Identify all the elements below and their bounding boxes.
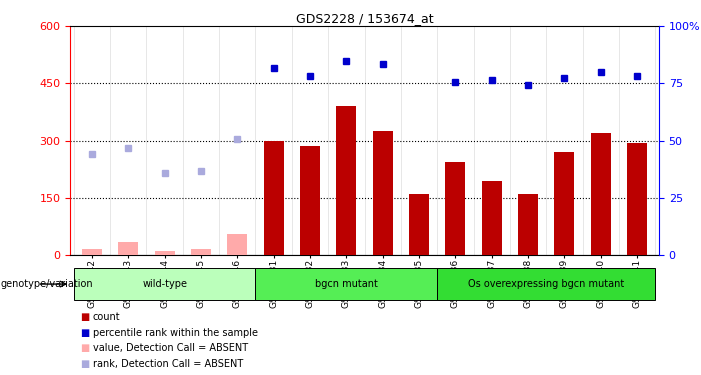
Bar: [437, 268, 655, 300]
Text: ■: ■: [81, 344, 90, 353]
Bar: [255, 268, 437, 300]
Bar: [445, 162, 465, 255]
Bar: [627, 142, 647, 255]
Bar: [373, 131, 393, 255]
Bar: [227, 234, 247, 255]
Bar: [82, 249, 102, 255]
Bar: [409, 194, 429, 255]
Text: rank, Detection Call = ABSENT: rank, Detection Call = ABSENT: [93, 359, 243, 369]
Bar: [264, 141, 284, 255]
Text: ■: ■: [81, 328, 90, 338]
Text: genotype/variation: genotype/variation: [1, 279, 93, 289]
Bar: [300, 146, 320, 255]
Bar: [482, 181, 502, 255]
Title: GDS2228 / 153674_at: GDS2228 / 153674_at: [296, 12, 433, 25]
Text: wild-type: wild-type: [142, 279, 187, 289]
Bar: [118, 242, 138, 255]
Text: count: count: [93, 312, 120, 322]
Text: bgcn mutant: bgcn mutant: [315, 279, 378, 289]
Text: ■: ■: [81, 359, 90, 369]
Text: Os overexpressing bgcn mutant: Os overexpressing bgcn mutant: [468, 279, 625, 289]
Bar: [336, 106, 356, 255]
Bar: [155, 251, 175, 255]
Bar: [74, 268, 255, 300]
Bar: [554, 152, 574, 255]
Bar: [591, 133, 611, 255]
Bar: [518, 194, 538, 255]
Text: percentile rank within the sample: percentile rank within the sample: [93, 328, 257, 338]
Text: value, Detection Call = ABSENT: value, Detection Call = ABSENT: [93, 344, 247, 353]
Text: ■: ■: [81, 312, 90, 322]
Bar: [191, 249, 211, 255]
